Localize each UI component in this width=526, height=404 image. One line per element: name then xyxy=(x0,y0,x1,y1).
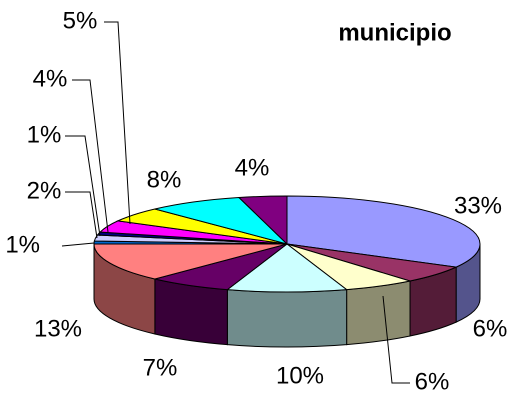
slice xyxy=(286,195,481,268)
data-label: 10% xyxy=(276,362,324,389)
slice xyxy=(93,243,288,280)
data-label: 8% xyxy=(147,166,182,193)
slice xyxy=(154,196,289,245)
data-label: 5% xyxy=(63,7,98,34)
slice-side xyxy=(346,280,411,346)
leader-line xyxy=(104,21,131,225)
data-label: 1% xyxy=(27,121,62,148)
leader-line xyxy=(61,242,95,247)
chart-title: municipio xyxy=(338,19,451,46)
leader-line xyxy=(65,135,101,237)
data-label: 6% xyxy=(473,315,508,342)
leader-line xyxy=(382,295,410,384)
data-label: 4% xyxy=(33,65,68,92)
slice xyxy=(237,195,288,246)
data-label: 6% xyxy=(415,368,450,395)
slice-side xyxy=(226,289,348,348)
data-label: 13% xyxy=(34,315,82,342)
slice xyxy=(226,243,348,293)
data-label: 7% xyxy=(143,354,178,381)
data-label: 33% xyxy=(454,192,502,219)
leader-line xyxy=(72,79,109,233)
data-label: 2% xyxy=(27,177,62,204)
data-label: 1% xyxy=(5,231,40,258)
leader-line xyxy=(65,191,98,239)
data-label: 4% xyxy=(235,154,270,181)
